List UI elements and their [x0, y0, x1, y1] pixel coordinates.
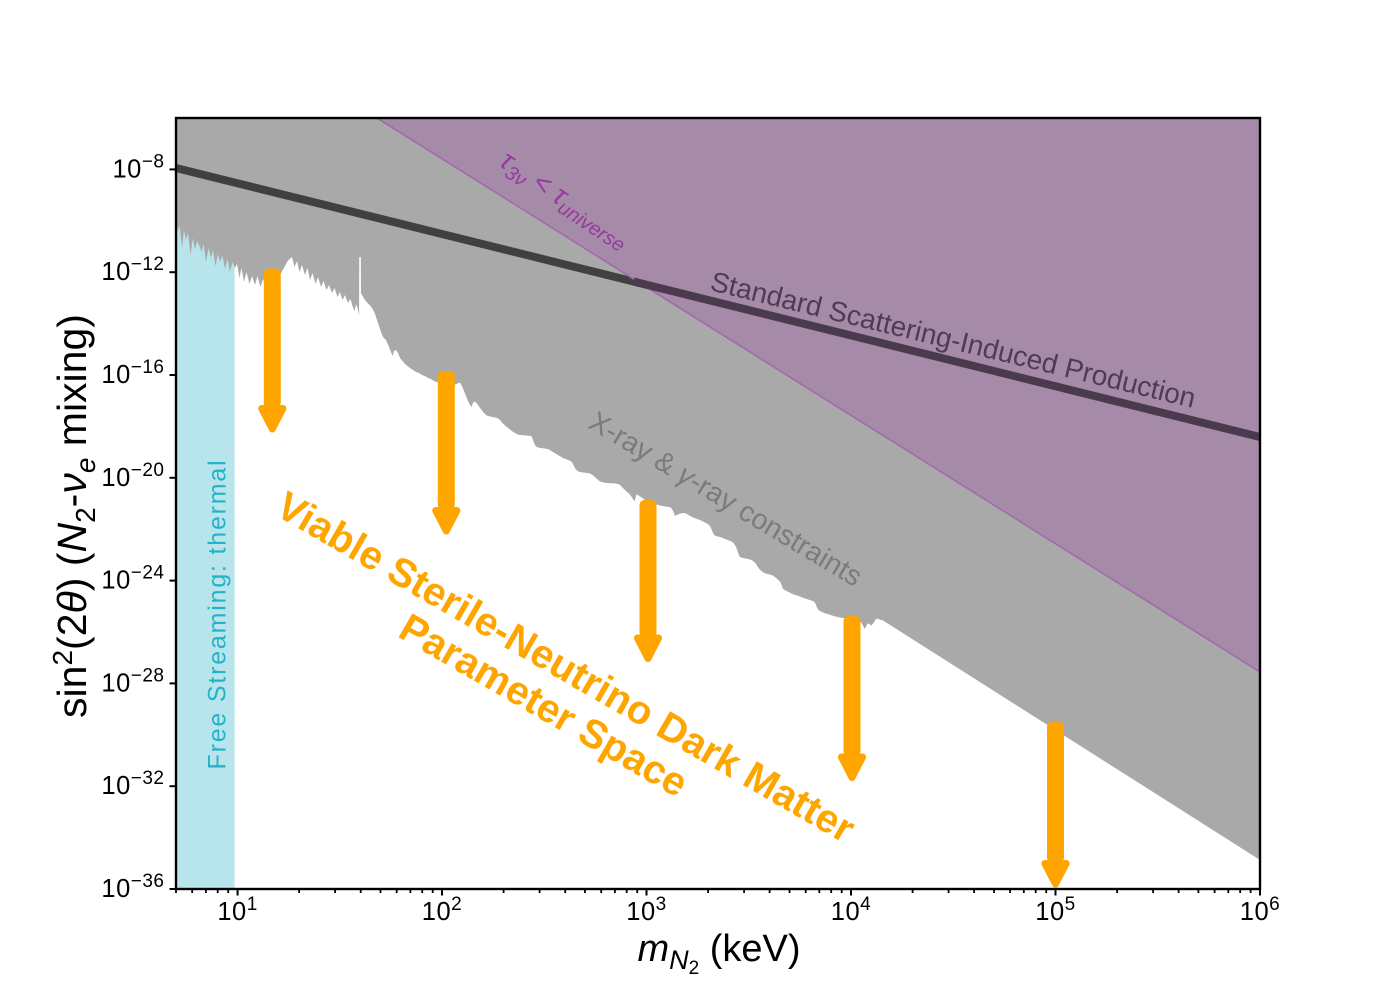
- svg-text:Free Streaming: thermal: Free Streaming: thermal: [204, 459, 232, 770]
- svg-text:mN2 (keV): mN2 (keV): [637, 928, 800, 979]
